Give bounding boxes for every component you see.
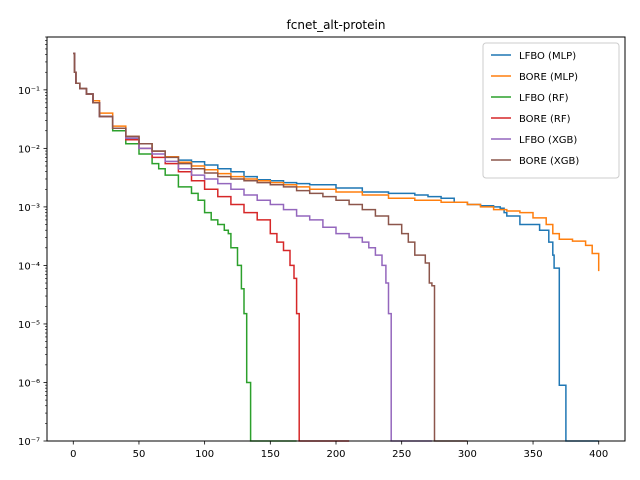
y-tick-label: 10⁻⁷ (18, 437, 40, 448)
x-tick-label: 50 (133, 449, 146, 460)
x-axis: 0 50 100 150 200 250 300 350 400 (70, 441, 608, 460)
x-tick-label: 350 (523, 449, 542, 460)
series-line-lfbo-xgb (73, 52, 432, 442)
chart-title: fcnet_alt-protein (287, 18, 386, 32)
legend-label-bore-xgb: BORE (XGB) (519, 156, 579, 167)
y-tick-label: 10⁻³ (18, 203, 40, 214)
y-tick-label: 10⁻⁴ (18, 261, 40, 272)
legend: LFBO (MLP) BORE (MLP) LFBO (RF) BORE (RF) LF… (482, 42, 620, 179)
y-tick-label: 10⁻² (18, 144, 40, 155)
legend-label-lfbo-mlp: LFBO (MLP) (519, 51, 576, 62)
legend-label-lfbo-rf: LFBO (RF) (519, 93, 569, 104)
y-axis: 10⁻⁷ 10⁻⁶ 10⁻⁵ 10⁻⁴ 10⁻³ 10⁻² 10⁻¹ (18, 36, 47, 448)
x-tick-label: 100 (195, 449, 214, 460)
series-line-lfbo-rf (73, 52, 297, 442)
series-line-bore-rf (73, 52, 350, 442)
x-tick-label: 0 (70, 449, 76, 460)
y-tick-label: 10⁻⁶ (18, 378, 40, 389)
x-tick-label: 200 (326, 449, 345, 460)
y-tick-label: 10⁻¹ (18, 86, 40, 97)
legend-label-lfbo-xgb: LFBO (XGB) (519, 135, 577, 146)
legend-label-bore-mlp: BORE (MLP) (519, 72, 578, 83)
x-tick-label: 150 (261, 449, 280, 460)
x-tick-label: 250 (392, 449, 411, 460)
y-tick-label: 10⁻⁵ (18, 320, 40, 331)
x-tick-label: 400 (589, 449, 608, 460)
legend-box (482, 42, 620, 179)
legend-label-bore-rf: BORE (RF) (519, 114, 571, 125)
series-line-bore-xgb (73, 52, 468, 442)
x-tick-label: 300 (458, 449, 477, 460)
plot-lines (73, 52, 600, 442)
